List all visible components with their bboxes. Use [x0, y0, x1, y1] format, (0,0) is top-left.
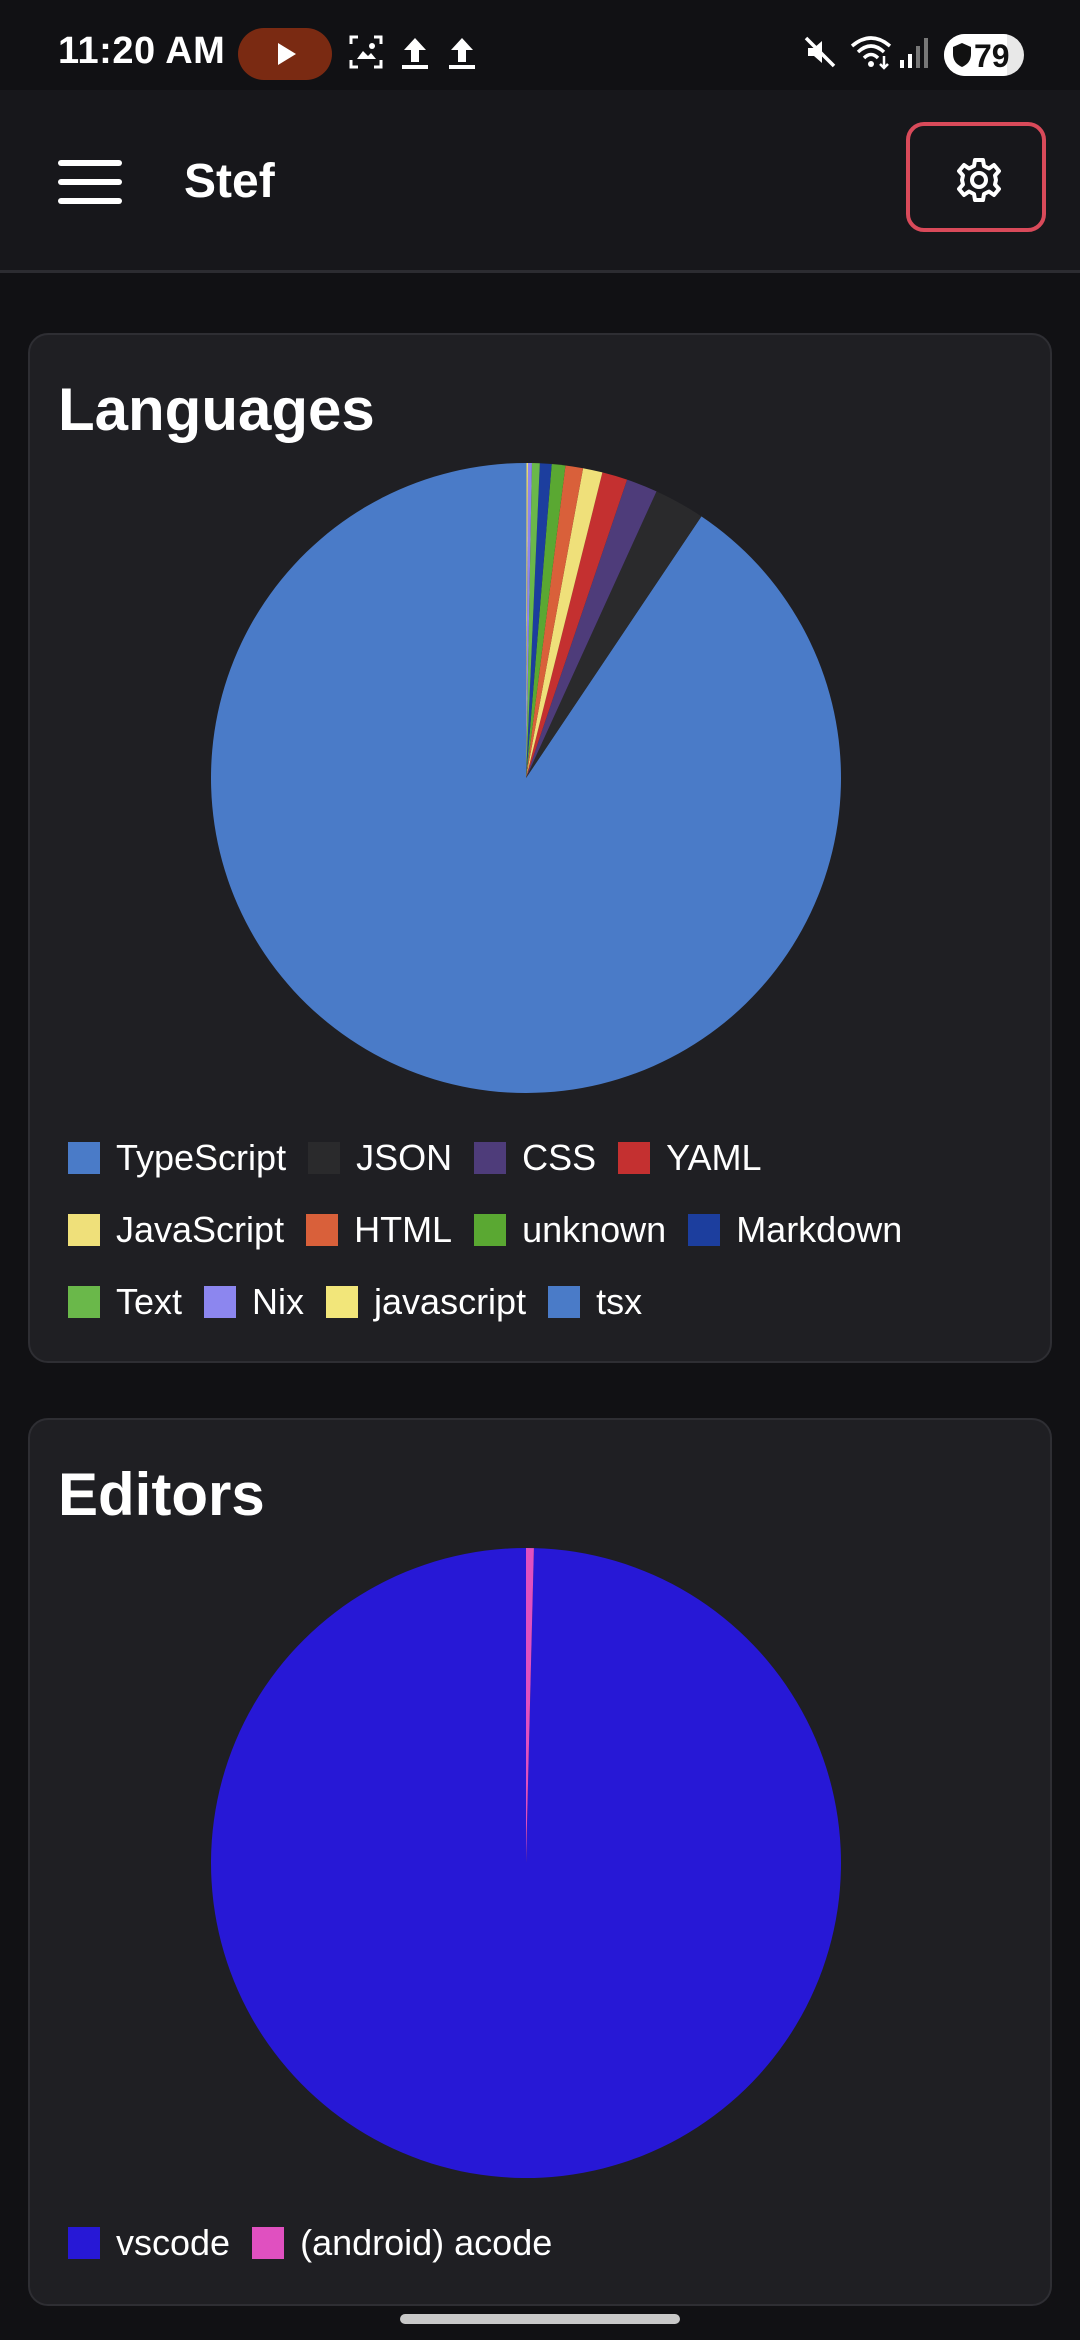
- legend-swatch: [306, 1214, 339, 1246]
- battery-indicator: 79: [944, 34, 1024, 76]
- pie-slice-html[interactable]: [526, 465, 584, 778]
- legend-item-tsx[interactable]: tsx: [548, 1277, 642, 1327]
- legend-label: javascript: [374, 1281, 527, 1322]
- legend-swatch: [68, 2227, 100, 2259]
- pie-slice-javascript[interactable]: [526, 468, 603, 778]
- pie-slice-android-acode[interactable]: [526, 1548, 534, 1863]
- pie-slice-unknown[interactable]: [526, 464, 566, 778]
- legend-item-vscode[interactable]: vscode: [68, 2218, 230, 2268]
- upload-icon: [449, 38, 475, 69]
- legend-label: JavaScript: [116, 1209, 285, 1250]
- legend-item-nix[interactable]: Nix: [204, 1277, 304, 1327]
- wifi-icon: [850, 36, 892, 70]
- legend-label: JSON: [356, 1137, 453, 1178]
- editors-pie-chart: [211, 1548, 841, 2178]
- legend-item-unknown[interactable]: unknown: [474, 1205, 666, 1255]
- legend-swatch: [68, 1214, 100, 1246]
- legend-swatch: [618, 1142, 651, 1174]
- pie-slice-markdown[interactable]: [526, 463, 552, 778]
- legend-label: vscode: [116, 2222, 231, 2263]
- legend-label: TypeScript: [116, 1137, 287, 1178]
- status-bar: 11:20 AM 79: [0, 0, 1080, 90]
- editors-card: Editors vscode (android) acode: [28, 1418, 1052, 2306]
- mute-icon: [804, 36, 836, 68]
- screenshot-icon: [349, 35, 383, 69]
- legend-label: HTML: [354, 1209, 453, 1250]
- legend-label: Markdown: [736, 1209, 903, 1250]
- legend-item-markdown[interactable]: Markdown: [688, 1205, 902, 1255]
- pie-slice-nix[interactable]: [526, 463, 532, 778]
- upload-icon: [402, 38, 428, 69]
- legend-swatch: [548, 1286, 581, 1318]
- languages-title: Languages: [58, 376, 375, 443]
- legend-label: CSS: [522, 1137, 597, 1178]
- legend-swatch: [204, 1286, 237, 1318]
- legend-label: YAML: [666, 1137, 762, 1178]
- pie-slice-text[interactable]: [526, 463, 540, 778]
- editors-legend: vscode (android) acode: [68, 2218, 1028, 2288]
- pie-slice-vscode[interactable]: [211, 1548, 841, 2178]
- legend-label: Text: [116, 1281, 183, 1322]
- pie-slice-yaml[interactable]: [526, 472, 628, 778]
- legend-label: (android) acode: [300, 2222, 553, 2263]
- legend-swatch: [68, 1286, 100, 1318]
- languages-legend: TypeScript JSON CSS YAML JavaScript HTML unkno…: [68, 1133, 1028, 1353]
- home-indicator[interactable]: [400, 2314, 680, 2324]
- pie-slice-typescript[interactable]: [211, 463, 841, 1093]
- app-title: Stef: [184, 155, 275, 208]
- legend-item-yaml[interactable]: YAML: [618, 1133, 762, 1183]
- legend-swatch: [326, 1286, 359, 1318]
- legend-label: tsx: [596, 1281, 643, 1322]
- status-time: 11:20 AM: [58, 30, 226, 72]
- editors-title: Editors: [58, 1461, 265, 1528]
- legend-swatch: [308, 1142, 341, 1174]
- app-bar: Stef: [0, 90, 1080, 273]
- legend-item-javascript[interactable]: javascript: [326, 1277, 526, 1327]
- play-icon: [278, 43, 296, 65]
- shield-icon: [953, 43, 971, 67]
- pie-slice-css[interactable]: [526, 479, 657, 778]
- legend-item-json[interactable]: JSON: [308, 1133, 452, 1183]
- legend-item-javascript[interactable]: JavaScript: [68, 1205, 284, 1255]
- legend-swatch: [474, 1142, 507, 1174]
- media-playing-indicator[interactable]: [238, 28, 332, 80]
- gear-icon: [957, 158, 1001, 202]
- languages-card: Languages TypeScript JSON CSS YAML JavaScrip…: [28, 333, 1052, 1363]
- hamburger-menu-icon[interactable]: [58, 160, 124, 204]
- legend-swatch: [252, 2227, 285, 2259]
- pie-slice-json[interactable]: [526, 491, 702, 778]
- legend-swatch: [68, 1142, 100, 1174]
- legend-item-css[interactable]: CSS: [474, 1133, 596, 1183]
- legend-item-android-acode[interactable]: (android) acode: [252, 2218, 552, 2268]
- legend-label: unknown: [522, 1209, 667, 1250]
- battery-percent: 79: [974, 38, 1010, 74]
- legend-item-text[interactable]: Text: [68, 1277, 182, 1327]
- signal-icon: [900, 38, 928, 68]
- legend-item-html[interactable]: HTML: [306, 1205, 452, 1255]
- settings-button[interactable]: [906, 122, 1046, 232]
- languages-pie-chart: [211, 463, 841, 1093]
- legend-item-typescript[interactable]: TypeScript: [68, 1133, 286, 1183]
- legend-label: Nix: [252, 1281, 305, 1322]
- legend-swatch: [688, 1214, 721, 1246]
- legend-swatch: [474, 1214, 507, 1246]
